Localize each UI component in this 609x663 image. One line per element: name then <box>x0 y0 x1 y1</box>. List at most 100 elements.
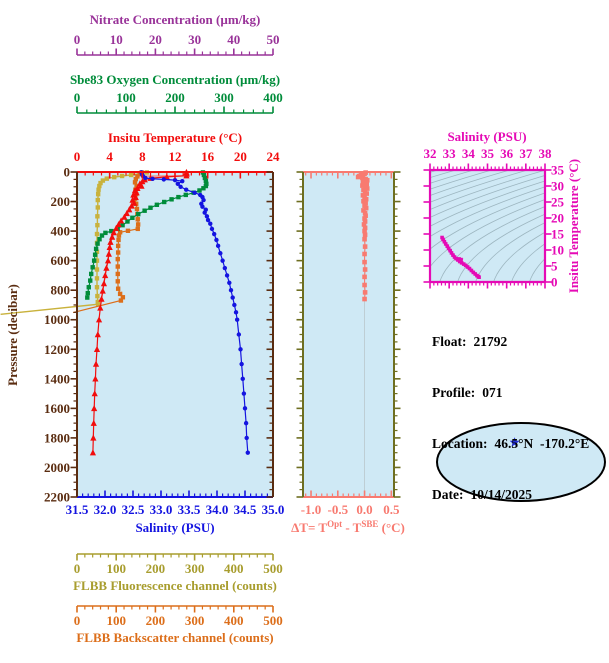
marker <box>95 222 100 228</box>
marker <box>97 237 102 242</box>
marker <box>245 450 250 455</box>
marker <box>94 231 100 237</box>
tick-label: 50 <box>267 32 280 47</box>
marker <box>137 172 142 177</box>
ts-track-series <box>440 235 481 279</box>
marker <box>134 183 139 189</box>
marker <box>95 241 100 246</box>
marker <box>362 216 367 221</box>
marker <box>200 204 205 209</box>
ts-temp-tick-label: 0 <box>551 275 558 290</box>
marker <box>183 192 188 198</box>
pressure-axis-label: Pressure (decibar) <box>5 284 20 386</box>
marker <box>96 187 101 192</box>
marker <box>218 251 223 256</box>
marker <box>361 208 366 213</box>
isopycnal-line <box>430 170 528 203</box>
tick-label: 12 <box>169 149 182 164</box>
location-row: Location: 46.5°N -170.2°E <box>432 435 589 452</box>
tick-label: 10 <box>110 32 123 47</box>
marker <box>227 280 232 285</box>
tick-label: 1400 <box>44 371 70 386</box>
tick-label: 300 <box>214 90 234 105</box>
marker <box>119 173 125 179</box>
marker <box>132 194 139 201</box>
marker <box>115 264 120 269</box>
marker <box>105 250 112 257</box>
marker <box>183 172 190 179</box>
marker <box>95 293 100 299</box>
marker <box>477 275 481 279</box>
salinity-axis-title: Salinity (PSU) <box>135 520 214 535</box>
isopycnal-line <box>439 206 545 282</box>
temperature-axis: 0 4 8 12 16 20 24 Insitu Temperature (°C) <box>74 130 280 179</box>
marker <box>362 251 367 257</box>
float-value: 21792 <box>473 334 508 349</box>
marker <box>93 345 101 352</box>
marker <box>362 228 367 234</box>
marker <box>362 244 368 249</box>
marker <box>362 282 367 288</box>
marker <box>94 285 100 290</box>
marker <box>142 208 147 213</box>
float-label: Float: <box>432 334 467 349</box>
marker <box>234 317 240 322</box>
marker <box>115 286 121 291</box>
marker <box>362 225 368 231</box>
tick-label: 200 <box>146 613 166 628</box>
temperature-axis-title: Insitu Temperature (°C) <box>108 130 242 145</box>
tick-label: 200 <box>51 194 71 209</box>
ts-temp-tick-label: 35 <box>551 163 565 178</box>
float-id-row: Float: 21792 <box>432 333 589 350</box>
marker <box>238 347 243 352</box>
marker <box>135 217 140 222</box>
tick-label: 33.5 <box>178 502 201 517</box>
float-location-star <box>509 437 520 447</box>
marker <box>109 228 114 234</box>
marker <box>442 239 447 244</box>
marker <box>161 177 166 182</box>
marker <box>125 219 130 224</box>
location-value: 46.5°N -170.2°E <box>494 436 590 451</box>
marker <box>243 420 249 426</box>
marker <box>201 197 206 203</box>
marker <box>201 172 207 178</box>
marker <box>116 237 121 243</box>
tick-label: -1.0 <box>301 502 322 517</box>
marker <box>115 271 120 277</box>
marker <box>204 181 209 187</box>
marker <box>121 213 128 220</box>
marker <box>97 183 102 189</box>
marker <box>364 181 369 187</box>
marker <box>103 230 108 236</box>
tick-label: 38 <box>539 146 553 161</box>
marker <box>445 244 450 248</box>
isopycnal-line <box>511 243 545 282</box>
marker <box>467 266 472 271</box>
marker <box>148 205 153 210</box>
marker <box>92 375 99 382</box>
tick-label: 200 <box>146 561 166 576</box>
marker <box>91 258 97 263</box>
date-value: 10/14/2025 <box>470 487 532 502</box>
tick-label: 600 <box>51 253 71 268</box>
marker <box>443 242 448 246</box>
marker <box>95 191 101 197</box>
marker <box>94 267 100 272</box>
marker <box>97 304 104 311</box>
tick-label: 0 <box>74 90 81 105</box>
isopycnal-line <box>430 170 492 190</box>
marker <box>463 263 468 268</box>
tick-label: 100 <box>106 613 126 628</box>
map-outline <box>436 422 606 502</box>
tick-label: 32.5 <box>122 502 145 517</box>
marker <box>103 264 110 271</box>
ts-temp-tick-label: 30 <box>551 179 564 194</box>
ts-temperature-axis-title: Insitu Temperature (°C) <box>566 159 581 293</box>
tick-label: -0.5 <box>327 502 348 517</box>
tick-label: 400 <box>51 224 71 239</box>
marker <box>113 224 120 231</box>
marker <box>364 186 370 191</box>
tick-label: 34.0 <box>206 502 229 517</box>
